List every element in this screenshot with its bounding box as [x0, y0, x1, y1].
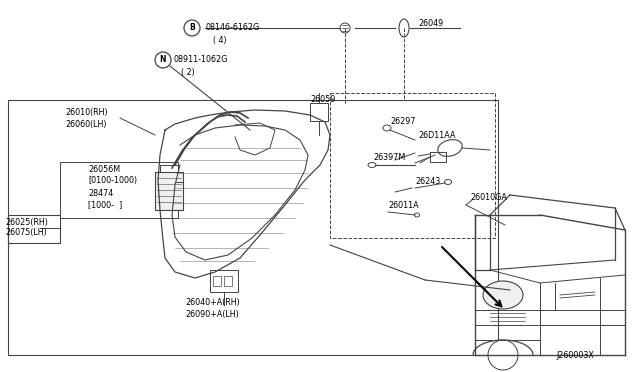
Text: 26060(LH): 26060(LH)	[65, 119, 106, 128]
Bar	[310, 103, 328, 121]
Text: 08911-1062G: 08911-1062G	[173, 55, 227, 64]
Text: 26025(RH): 26025(RH)	[5, 218, 48, 227]
Text: B: B	[189, 23, 195, 32]
Text: 26049: 26049	[418, 19, 444, 29]
Bar	[8, 215, 60, 243]
Text: J260003X: J260003X	[556, 350, 594, 359]
Text: 26243: 26243	[415, 176, 440, 186]
Text: N: N	[160, 55, 166, 64]
Text: [0100-1000): [0100-1000)	[88, 176, 137, 186]
Bar	[224, 276, 232, 286]
Ellipse shape	[445, 180, 451, 185]
Circle shape	[488, 340, 518, 370]
Text: 26010GA: 26010GA	[470, 193, 507, 202]
Bar	[430, 152, 446, 162]
Bar	[155, 172, 183, 210]
Bar	[210, 270, 238, 292]
Text: [1000-  ]: [1000- ]	[88, 201, 122, 209]
Bar	[213, 276, 221, 286]
Text: 26056M: 26056M	[88, 166, 120, 174]
Text: 28474: 28474	[88, 189, 113, 199]
Circle shape	[340, 23, 350, 33]
Text: 08146-6162G: 08146-6162G	[205, 23, 259, 32]
Text: 26040+A(RH): 26040+A(RH)	[185, 298, 240, 308]
Ellipse shape	[483, 281, 523, 309]
Bar	[330, 93, 495, 238]
Text: 26075(LH): 26075(LH)	[5, 228, 47, 237]
Text: ( 4): ( 4)	[213, 35, 227, 45]
Circle shape	[184, 20, 200, 36]
Bar	[60, 162, 178, 218]
Text: 26D11AA: 26D11AA	[418, 131, 456, 140]
Text: 26011A: 26011A	[388, 202, 419, 211]
Text: 26059: 26059	[310, 96, 335, 105]
Text: 26010(RH): 26010(RH)	[65, 108, 108, 116]
Ellipse shape	[368, 163, 376, 167]
Text: 26090+A(LH): 26090+A(LH)	[185, 311, 239, 320]
Text: 26297: 26297	[390, 118, 415, 126]
Ellipse shape	[383, 125, 391, 131]
Bar	[8, 100, 498, 355]
Ellipse shape	[415, 213, 419, 217]
Ellipse shape	[399, 19, 409, 37]
Text: ( 2): ( 2)	[181, 67, 195, 77]
Circle shape	[155, 52, 171, 68]
Ellipse shape	[438, 140, 462, 156]
Text: 26397M: 26397M	[373, 154, 405, 163]
